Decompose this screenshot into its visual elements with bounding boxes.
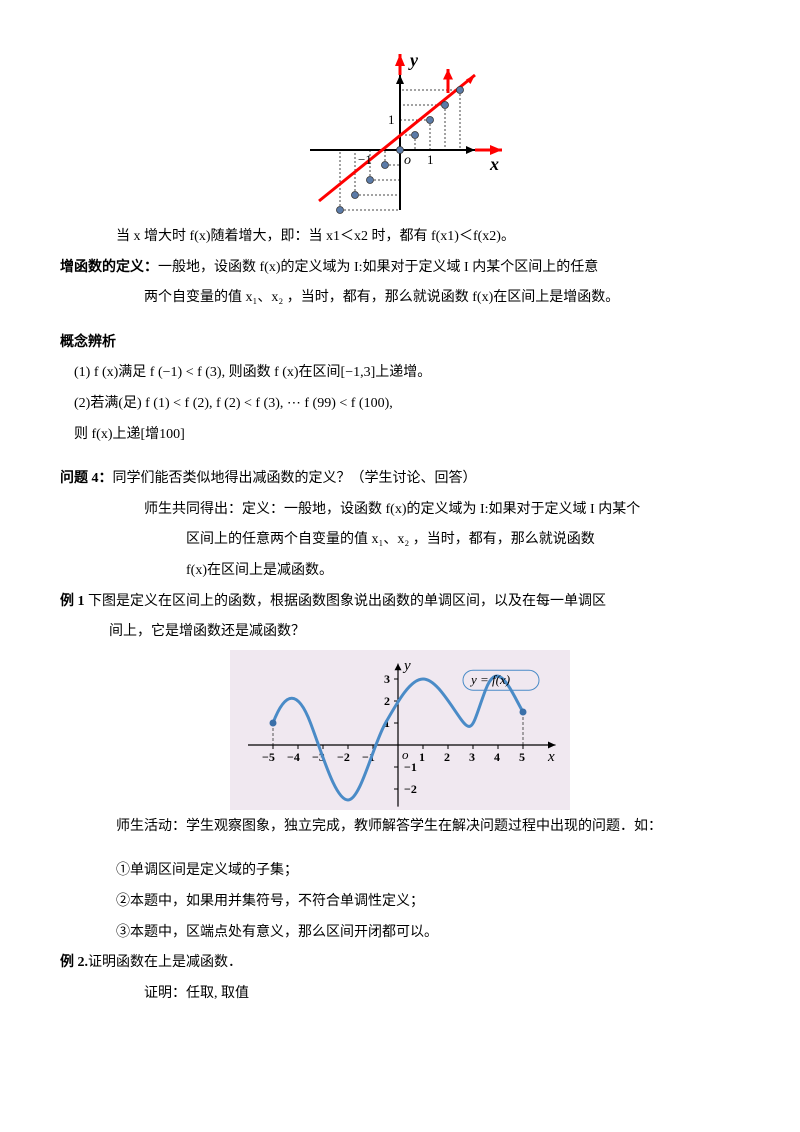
svg-text:y: y <box>408 50 419 70</box>
def-increasing-body2: 两个自变量的值 x₁、x₂ ，当时，都有，那么就说函数 f(x)在区间上是增函数… <box>60 285 740 312</box>
svg-text:1: 1 <box>388 112 395 127</box>
concept-item-1: (1) f (x)满足 f (−1) < f (3), 则函数 f (x)在区间… <box>60 360 740 387</box>
svg-text:x: x <box>547 749 555 765</box>
curve-chart-container: −5−4−3−2−112345123−1−2yxoy = f(x) <box>60 650 740 810</box>
svg-text:x: x <box>489 154 499 174</box>
line-growth-text: 当 x 增大时 f(x)随着增大，即：当 x1＜x2 时，都有 f(x1)＜f(… <box>60 224 740 251</box>
example-1-text2: 间上，它是增函数还是减函数？ <box>60 619 740 646</box>
svg-text:−4: −4 <box>287 750 300 764</box>
question-4-text: 同学们能否类似地得出减函数的定义？（学生讨论、回答） <box>113 471 477 486</box>
q4-answer-3: f(x)在区间上是减函数。 <box>60 558 740 585</box>
example-2-text: 证明函数在上是减函数． <box>88 955 242 970</box>
linear-chart-container: y x o 1 −1 1 <box>60 40 740 220</box>
example-1: 例 1 下图是定义在区间上的函数，根据函数图象说出函数的单调区间，以及在每一单调… <box>60 589 740 616</box>
example-2-label: 例 2. <box>60 955 88 970</box>
example-1-text1: 下图是定义在区间上的函数，根据函数图象说出函数的单调区间，以及在每一单调区 <box>88 594 606 609</box>
example-1-activity: 师生活动：学生观察图象，独立完成，教师解答学生在解决问题过程中出现的问题．如： <box>60 814 740 841</box>
q4-answer-2: 区间上的任意两个自变量的值 x₁、x₂ ，当时，都有，那么就说函数 <box>60 527 740 554</box>
q4-answer-1: 师生共同得出：定义：一般地，设函数 f(x)的定义域为 I:如果对于定义域 I … <box>60 497 740 524</box>
example-1-bullet-3: ③本题中，区端点处有意义，那么区间开闭都可以。 <box>60 920 740 947</box>
svg-text:o: o <box>402 747 409 762</box>
question-4-label: 问题 4： <box>60 471 113 486</box>
example-1-bullet-2: ②本题中，如果用并集符号，不符合单调性定义； <box>60 889 740 916</box>
svg-text:5: 5 <box>519 750 525 764</box>
svg-text:−2: −2 <box>337 750 350 764</box>
def-increasing-label: 增函数的定义： <box>60 260 158 275</box>
svg-text:−2: −2 <box>404 782 417 796</box>
svg-text:−1: −1 <box>358 152 372 167</box>
example-1-label: 例 1 <box>60 594 85 609</box>
svg-text:2: 2 <box>384 694 390 708</box>
svg-text:1: 1 <box>427 152 434 167</box>
curve-chart: −5−4−3−2−112345123−1−2yxoy = f(x) <box>230 650 570 810</box>
example-2-proof: 证明：任取, 取值 <box>60 981 740 1008</box>
linear-chart: y x o 1 −1 1 <box>290 40 510 220</box>
concept-item-2a: (2)若满(足) f (1) < f (2), f (2) < f (3), ⋯… <box>60 391 740 418</box>
concept-heading: 概念辨析 <box>60 330 740 357</box>
example-1-bullet-1: ①单调区间是定义域的子集； <box>60 858 740 885</box>
svg-text:o: o <box>404 153 411 168</box>
svg-text:3: 3 <box>469 750 475 764</box>
def-increasing: 增函数的定义：一般地，设函数 f(x)的定义域为 I:如果对于定义域 I 内某个… <box>60 255 740 282</box>
svg-text:y = f(x): y = f(x) <box>469 672 510 687</box>
question-4: 问题 4：同学们能否类似地得出减函数的定义？（学生讨论、回答） <box>60 466 740 493</box>
svg-text:3: 3 <box>384 672 390 686</box>
def-increasing-body1: 一般地，设函数 f(x)的定义域为 I:如果对于定义域 I 内某个区间上的任意 <box>158 260 598 275</box>
svg-text:y: y <box>402 658 411 674</box>
svg-text:−5: −5 <box>262 750 275 764</box>
concept-item-2b: 则 f(x)上递[增100] <box>60 422 740 449</box>
svg-text:1: 1 <box>419 750 425 764</box>
example-2: 例 2.证明函数在上是减函数． <box>60 950 740 977</box>
svg-text:4: 4 <box>494 750 500 764</box>
svg-text:−1: −1 <box>404 760 417 774</box>
svg-text:2: 2 <box>444 750 450 764</box>
